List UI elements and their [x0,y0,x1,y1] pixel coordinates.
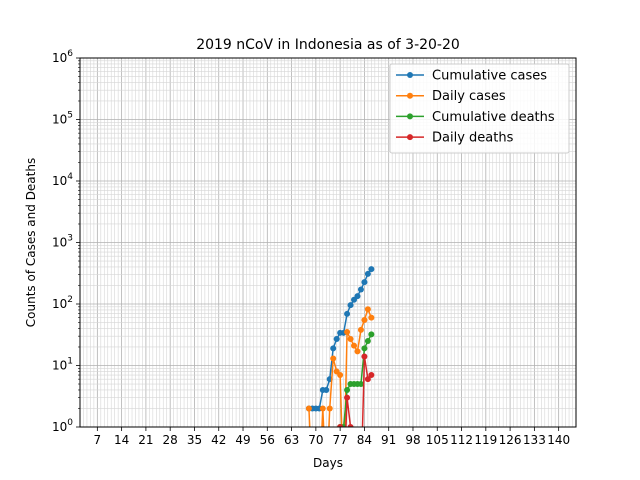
cumulative-cases-point [364,270,371,277]
y-tick-label: 100 [52,418,73,434]
daily-cases-point [354,348,361,355]
daily-cases-point [326,405,333,412]
daily-cases-point [357,326,364,333]
x-axis-label: Days [313,456,343,470]
y-tick-label: 105 [52,111,73,127]
legend-swatch-marker [407,72,413,78]
cumulative-cases-point [361,279,368,286]
daily-deaths-line [340,356,372,427]
y-tick-label: 104 [52,172,73,188]
legend-entry-label: Cumulative deaths [432,110,555,125]
x-tick-label: 84 [357,433,372,447]
daily-deaths-point [347,424,354,427]
y-tick-label: 103 [52,234,73,250]
cumulative-cases-point [344,310,351,317]
cumulative-deaths-point [344,386,351,393]
x-tick-label: 28 [163,433,178,447]
cumulative-deaths-point [364,338,371,345]
x-tick-label: 63 [284,433,299,447]
cumulative-deaths-point [357,381,364,388]
axis-ticks: 7 14 21 28 35 42 49 56 63 70 77 84 91 98 105 112 119 126 1… [52,49,570,447]
daily-cases-point [368,314,375,321]
x-tick-label: 91 [381,433,396,447]
y-tick-label: 106 [52,49,73,65]
x-tick-label: 42 [211,433,226,447]
legend-entry-label: Daily cases [432,89,506,104]
daily-deaths-point [368,372,375,379]
x-tick-label: 112 [450,433,473,447]
x-tick-label: 126 [499,433,522,447]
x-tick-label: 140 [547,433,570,447]
x-tick-label: 119 [474,433,497,447]
x-tick-label: 98 [405,433,420,447]
daily-cases-point [347,335,354,342]
cumulative-cases-point [333,335,340,342]
x-tick-label: 133 [523,433,546,447]
daily-deaths-point [337,424,344,427]
cumulative-cases-point [323,386,330,393]
daily-cases-point [351,342,358,349]
daily-cases-point [319,405,326,412]
legend: Cumulative cases Daily cases Cumulative de… [389,63,570,154]
legend-box [389,63,570,154]
cumulative-cases-point [354,293,361,300]
cumulative-cases-point [368,266,375,273]
x-tick-label: 35 [187,433,202,447]
legend-entry-label: Daily deaths [432,131,514,146]
daily-deaths-point [364,376,371,383]
daily-cases-point [344,329,351,336]
legend-swatch-marker [407,113,413,120]
y-tick-label: 101 [52,357,73,373]
x-tick-label: 77 [332,433,347,447]
cumulative-cases-point [330,345,337,352]
cumulative-deaths-point [368,331,375,338]
daily-cases-point [330,355,337,362]
legend-swatch-marker [407,92,413,99]
legend-swatch-marker [407,134,413,141]
daily-cases-point [364,306,371,313]
cumulative-cases-point [347,302,354,309]
chart-title: 2019 nCoV in Indonesia as of 3-20-20 [196,37,460,53]
x-tick-label: 14 [114,433,129,447]
series-lines [305,266,375,427]
y-tick-label: 102 [52,295,73,311]
x-tick-label: 70 [308,433,323,447]
x-tick-label: 21 [138,433,153,447]
y-axis-label: Counts of Cases and Deaths [24,158,38,327]
x-tick-label: 56 [260,433,275,447]
series-clip-group [305,266,375,427]
daily-deaths-point [361,353,368,360]
legend-entry-label: Cumulative cases [432,69,547,84]
daily-cases-point [361,316,368,323]
daily-cases-point [337,372,344,379]
x-tick-label: 49 [235,433,250,447]
cumulative-cases-point [357,286,364,293]
x-tick-label: 7 [94,433,102,447]
daily-deaths-point [344,394,351,401]
cumulative-deaths-point [361,345,368,352]
x-tick-label: 105 [426,433,449,447]
daily-cases-point [305,405,312,412]
